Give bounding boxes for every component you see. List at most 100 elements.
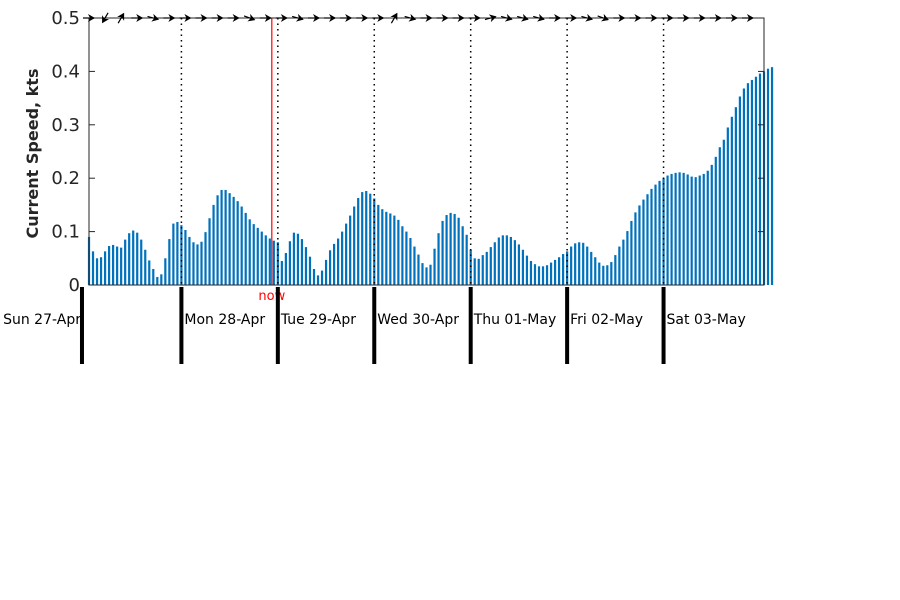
speed-bar <box>401 226 404 285</box>
arrow-head <box>618 14 626 22</box>
speed-bar <box>489 247 492 285</box>
bar-series <box>87 67 774 286</box>
speed-bar <box>694 177 697 285</box>
speed-bar <box>220 189 223 285</box>
arrow-head <box>488 14 497 23</box>
arrow-head <box>102 15 110 24</box>
arrow-head <box>698 14 706 22</box>
arrow-head <box>570 14 578 22</box>
speed-bar <box>361 192 364 285</box>
speed-bar <box>578 242 581 285</box>
arrow-head <box>536 13 545 22</box>
arrow-head <box>313 14 320 22</box>
speed-bar <box>457 217 460 285</box>
speed-bar <box>264 235 267 285</box>
speed-bar <box>658 180 661 285</box>
speed-bar <box>449 212 452 285</box>
speed-bar <box>473 258 476 285</box>
direction-arrow <box>291 13 304 22</box>
speed-bar <box>738 96 741 285</box>
speed-bar <box>465 234 468 285</box>
speed-bar <box>770 67 774 285</box>
direction-arrow <box>356 14 369 22</box>
direction-arrow <box>484 14 497 23</box>
speed-bar <box>758 73 762 285</box>
speed-bar <box>574 243 577 285</box>
day-label: Tue 29-Apr <box>280 312 356 328</box>
direction-arrow <box>597 13 609 22</box>
speed-bar <box>244 212 247 285</box>
speed-bar <box>517 244 521 285</box>
arrow-head <box>168 14 176 22</box>
speed-bar <box>433 248 436 285</box>
speed-bar <box>152 268 155 285</box>
speed-bar <box>509 236 512 285</box>
arrow-head <box>88 14 95 22</box>
speed-bar <box>332 243 336 285</box>
speed-bar <box>541 266 545 285</box>
speed-bar <box>272 240 275 285</box>
speed-bar <box>549 262 553 285</box>
y-tick-label: 0.4 <box>51 61 80 82</box>
arrow-head <box>714 14 722 22</box>
speed-bar <box>686 174 689 285</box>
speed-bar <box>107 246 111 285</box>
direction-arrow <box>741 14 754 22</box>
speed-bar <box>300 239 304 285</box>
speed-bar <box>594 257 597 285</box>
speed-bar <box>417 254 420 285</box>
direction-arrow <box>243 13 256 22</box>
direction-arrow <box>645 14 658 22</box>
arrow-head <box>682 14 690 22</box>
arrow-head <box>232 14 240 22</box>
speed-bar <box>582 242 585 285</box>
speed-bar <box>276 242 279 285</box>
speed-bar <box>103 251 107 285</box>
speed-bar <box>622 239 625 285</box>
arrow-head <box>117 12 125 21</box>
day-label: Mon 28-Apr <box>184 312 265 328</box>
speed-bar <box>670 173 673 285</box>
speed-bar <box>200 241 203 285</box>
speed-bar <box>666 175 669 285</box>
speed-bar <box>148 260 151 285</box>
speed-bar <box>405 231 408 285</box>
speed-bar <box>341 231 344 285</box>
speed-bar <box>280 260 283 285</box>
arrow-head <box>473 14 481 22</box>
speed-bar <box>260 231 263 285</box>
speed-bar <box>304 247 308 285</box>
arrow-head <box>247 13 256 22</box>
arrow-head <box>345 14 353 22</box>
arrow-head <box>200 14 208 22</box>
arrow-head <box>504 13 513 22</box>
speed-bar <box>698 175 701 285</box>
speed-bar <box>228 193 231 285</box>
speed-bar <box>722 139 725 285</box>
arrow-head <box>295 13 304 22</box>
day-label: Fri 02-May <box>570 312 643 328</box>
arrow-head <box>634 14 642 22</box>
speed-bar <box>702 173 705 285</box>
speed-bar <box>425 267 428 285</box>
direction-arrow <box>468 14 481 22</box>
direction-arrow <box>693 14 706 22</box>
arrow-head <box>554 14 562 22</box>
arrow-head <box>746 14 754 22</box>
speed-bar <box>497 237 500 285</box>
speed-bar <box>590 251 593 285</box>
speed-bar <box>606 265 609 285</box>
direction-arrow <box>227 14 240 22</box>
arrow-head <box>585 13 594 22</box>
direction-arrow <box>709 14 722 22</box>
speed-bar <box>116 246 119 285</box>
speed-bar <box>308 256 312 285</box>
y-tick-label: 0.3 <box>51 115 80 136</box>
speed-bar <box>91 251 95 285</box>
speed-bar <box>714 156 717 285</box>
speed-bar <box>630 220 633 285</box>
speed-bar <box>618 246 621 285</box>
speed-bar <box>461 226 464 285</box>
direction-arrow <box>677 14 690 22</box>
speed-bar <box>537 266 541 285</box>
